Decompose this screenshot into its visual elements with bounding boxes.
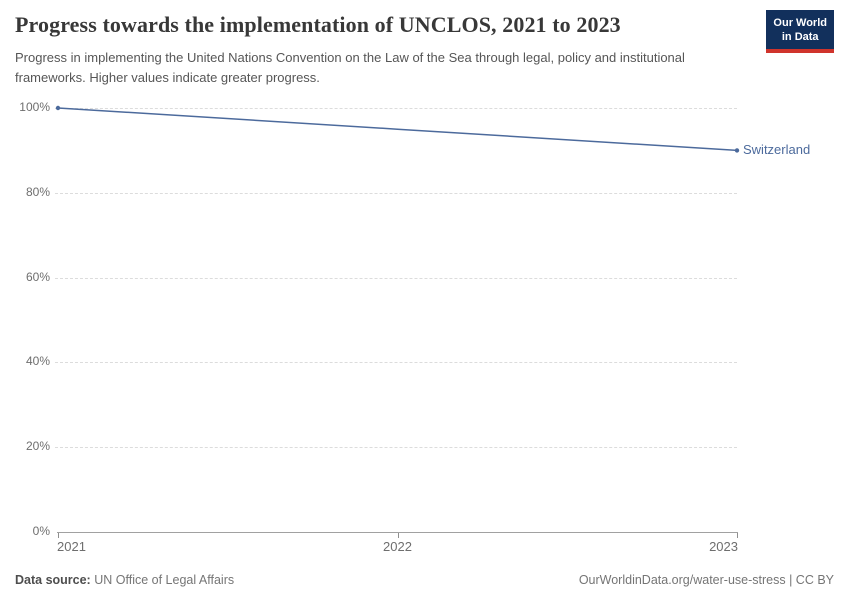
owid-logo-line1: Our World (773, 17, 827, 29)
x-tick (397, 533, 399, 538)
y-tick-label: 100% (19, 100, 50, 114)
x-axis-line (57, 532, 738, 533)
y-tick-label: 40% (25, 354, 50, 369)
owid-logo-line2: in Data (781, 31, 819, 44)
owid-logo[interactable]: Our World in Data (766, 10, 834, 53)
x-tick-label: 2023 (709, 539, 738, 554)
data-source-value: UN Office of Legal Affairs (94, 573, 235, 587)
y-gridline (55, 108, 737, 109)
owid-attribution-link[interactable]: OurWorldinData.org/water-use-stress | CC… (578, 573, 834, 587)
data-source: Data source: UN Office of Legal Affairs (15, 573, 234, 587)
y-gridline (55, 192, 737, 194)
y-tick-label: 0% (32, 524, 50, 538)
x-tick-label: 2022 (383, 539, 412, 554)
y-tick-label: 80% (25, 184, 50, 199)
line-series (57, 107, 738, 152)
data-point-marker (734, 148, 740, 153)
x-tick-label: 2021 (57, 539, 86, 554)
x-tick (58, 533, 59, 538)
y-gridline (55, 362, 737, 364)
chart-title: Progress towards the implementation of U… (15, 12, 621, 37)
chart-subtitle: Progress in implementing the United Nati… (15, 50, 685, 86)
y-tick-label: 20% (25, 439, 50, 454)
series-label-switzerland[interactable]: Switzerland (743, 142, 811, 158)
y-gridline (55, 277, 737, 279)
chart-footer: Data source: UN Office of Legal Affairs … (15, 573, 834, 587)
x-tick (737, 533, 738, 538)
y-tick-label: 60% (25, 269, 50, 284)
y-gridline (55, 447, 737, 449)
data-source-label: Data source: (15, 573, 91, 587)
